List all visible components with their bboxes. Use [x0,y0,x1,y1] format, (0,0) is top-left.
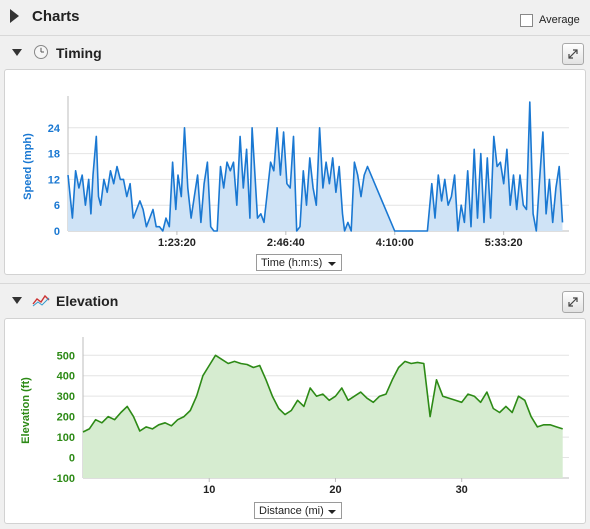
elevation-x-select-value: Distance (mi) [259,505,324,517]
elevation-panel: -100 0 100 200 300 400 500 10 20 30 Elevation (ft)… [4,318,586,524]
timing-chart: 0 6 12 18 24 1:23:20 2:46:40 4:10:00 5:33:20 Spee… [22,96,569,249]
y-axis-label: Elevation (ft) [20,377,32,444]
y-tick-label: 0 [54,226,60,238]
y-tick-label: 100 [57,432,75,444]
timing-panel: 0 6 12 18 24 1:23:20 2:46:40 4:10:00 5:33:20 Spee… [4,69,586,275]
y-tick-label: 6 [54,200,60,212]
expand-button[interactable] [562,43,584,65]
x-tick-label: 20 [329,484,341,496]
series-area [68,102,563,231]
y-tick-label: 200 [57,412,75,424]
y-tick-label: -100 [53,473,75,485]
elevation-header: Elevation [0,286,590,318]
elevation-title: Elevation [56,293,119,309]
series-line [67,101,564,232]
series-line [82,354,563,433]
timing-title: Timing [56,45,102,61]
y-tick-label: 400 [57,371,75,383]
series-area [83,355,563,478]
dropdown-arrow-icon [328,262,336,266]
divider [0,283,590,284]
y-tick-label: 12 [48,174,60,186]
x-tick-label: 5:33:20 [485,237,523,249]
collapse-triangle-icon[interactable] [10,9,19,23]
timing-header: Timing [0,38,590,70]
collapse-triangle-icon[interactable] [12,49,22,56]
expand-icon [568,49,578,59]
expand-icon [568,297,578,307]
timing-x-select-value: Time (h:m:s) [261,257,323,269]
x-tick-label: 10 [203,484,215,496]
clock-icon [34,45,48,59]
average-label: Average [539,14,580,26]
timing-x-select[interactable]: Time (h:m:s) [256,254,342,271]
y-axis-label: Speed (mph) [22,133,34,200]
y-tick-label: 0 [69,453,75,465]
collapse-triangle-icon[interactable] [12,297,22,304]
elevation-chart: -100 0 100 200 300 400 500 10 20 30 Elevation (ft) [20,337,569,496]
x-tick-label: 4:10:00 [376,237,414,249]
elevation-icon [32,294,50,307]
dropdown-arrow-icon [328,510,336,514]
charts-header: Charts Average [0,0,590,32]
y-tick-label: 18 [48,149,60,161]
elevation-x-select[interactable]: Distance (mi) [254,502,342,519]
divider [0,35,590,36]
average-checkbox[interactable] [520,14,533,27]
y-tick-label: 24 [48,123,61,135]
x-tick-label: 1:23:20 [158,237,196,249]
y-tick-label: 300 [57,391,75,403]
y-tick-label: 500 [57,350,75,362]
x-tick-label: 30 [456,484,468,496]
charts-title: Charts [32,8,80,25]
x-tick-label: 2:46:40 [267,237,305,249]
expand-button[interactable] [562,291,584,313]
